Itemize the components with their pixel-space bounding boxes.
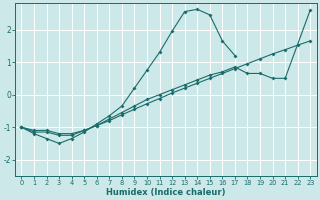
X-axis label: Humidex (Indice chaleur): Humidex (Indice chaleur) [106, 188, 226, 197]
